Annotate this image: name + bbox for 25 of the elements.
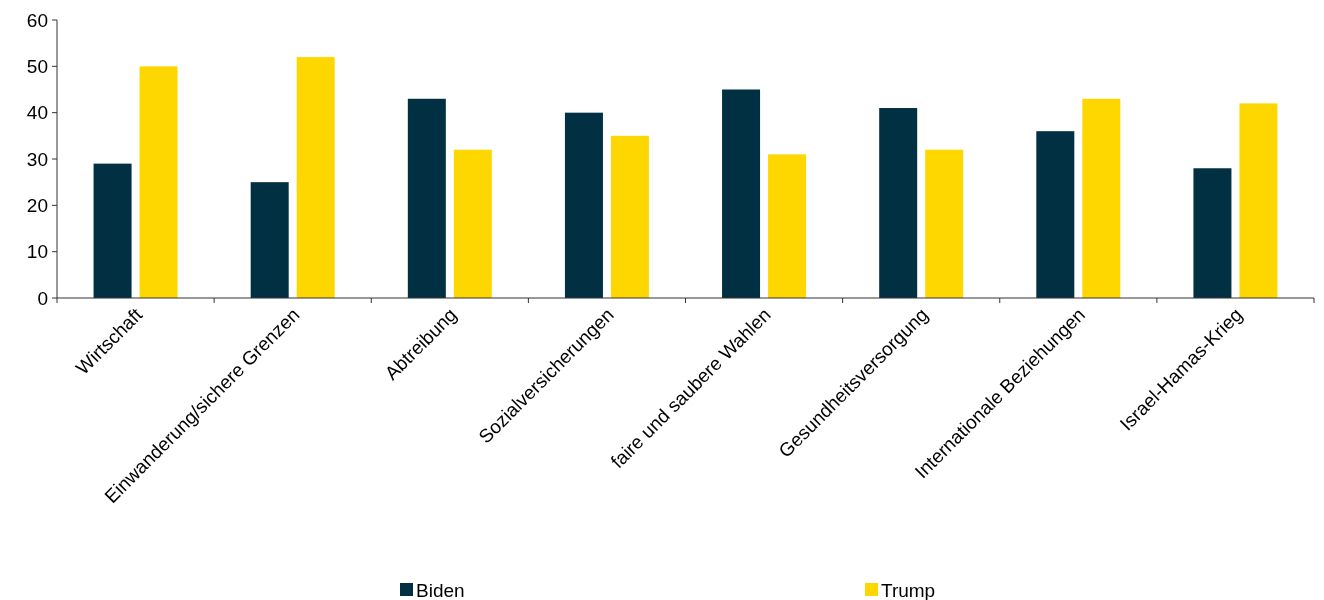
y-tick-label: 60 — [26, 9, 48, 31]
legend-label: Trump — [881, 579, 936, 600]
y-tick-label: 50 — [26, 55, 48, 77]
bar — [407, 98, 446, 298]
bar — [768, 154, 807, 298]
bar — [1036, 131, 1075, 298]
bar — [722, 89, 761, 298]
bar — [925, 149, 964, 298]
bar — [1193, 168, 1232, 298]
y-tick-label: 0 — [37, 287, 48, 309]
bar — [139, 66, 178, 298]
bar — [93, 163, 132, 298]
bar — [453, 149, 492, 298]
bar — [610, 135, 649, 298]
bar — [564, 112, 603, 298]
bar — [296, 57, 335, 298]
legend-label: Biden — [416, 579, 465, 600]
y-tick-label: 10 — [26, 241, 48, 263]
y-tick-label: 20 — [26, 194, 48, 216]
bar — [879, 108, 918, 298]
y-tick-label: 30 — [26, 148, 48, 170]
bar — [1082, 98, 1121, 298]
y-tick-label: 40 — [26, 102, 48, 124]
bar — [1239, 103, 1278, 298]
bar — [250, 182, 289, 298]
